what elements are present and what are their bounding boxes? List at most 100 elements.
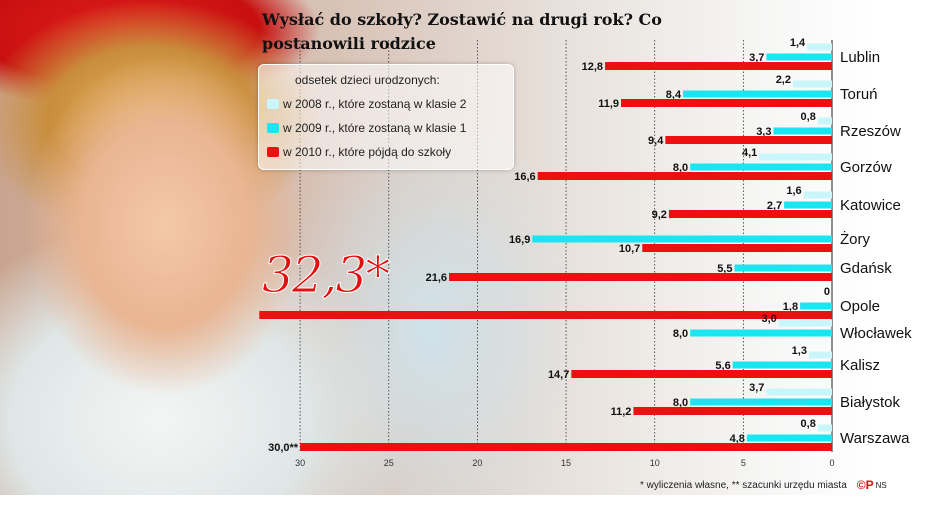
data-label: 5,5 [717, 263, 732, 275]
data-label: 2,2 [776, 74, 791, 86]
x-tick-label: 20 [472, 458, 482, 468]
legend: odsetek dzieci urodzonych: w 2008 r., kt… [258, 64, 514, 170]
category-label: Gorzów [840, 159, 892, 176]
x-tick-label: 25 [384, 458, 394, 468]
bar [571, 370, 832, 378]
legend-swatch [267, 123, 279, 133]
bar [817, 117, 832, 125]
data-label: 8,4 [666, 89, 682, 101]
legend-label: w 2010 r., które pójdą do szkoły [283, 145, 452, 159]
data-label: 4,8 [730, 433, 745, 445]
data-label: 21,6 [426, 272, 447, 284]
publisher-logo: ©P [856, 478, 874, 492]
data-label: 9,2 [652, 209, 667, 221]
data-label: 0 [824, 286, 830, 298]
bar [746, 434, 832, 442]
legend-item-2010: w 2010 r., które pójdą do szkoły [267, 145, 451, 159]
data-label: 3,0 [762, 313, 777, 325]
data-label: 1,4 [790, 37, 806, 49]
category-label: Białystok [840, 394, 901, 411]
data-label: 1,6 [786, 185, 801, 197]
x-tick-label: 15 [561, 458, 571, 468]
data-label: 10,7 [619, 243, 640, 255]
x-tick-label: 0 [829, 458, 834, 468]
legend-item-2009: w 2009 r., które zostaną w klasie 1 [267, 121, 466, 135]
bar [817, 424, 832, 432]
category-label: Kalisz [840, 357, 880, 374]
bar [668, 210, 832, 218]
bar [532, 235, 832, 243]
data-label: 0,8 [801, 111, 816, 123]
bar [734, 264, 832, 272]
data-label: 14,7 [548, 369, 569, 381]
data-label: 2,7 [767, 200, 782, 212]
bar [665, 136, 832, 144]
data-label: 16,6 [514, 171, 535, 183]
category-label: Włocławek [840, 325, 912, 342]
category-label: Rzeszów [840, 123, 901, 140]
bar [300, 443, 833, 451]
data-label: 3,7 [749, 52, 764, 64]
bar [800, 302, 832, 310]
data-label: 11,9 [598, 98, 619, 110]
bar [449, 273, 832, 281]
bar [773, 127, 832, 135]
bar [642, 244, 832, 252]
bar [803, 191, 832, 199]
category-label: Lublin [840, 49, 880, 66]
bar [778, 319, 832, 327]
credit: NS [875, 480, 887, 490]
legend-label: w 2008 r., które zostaną w klasie 2 [283, 97, 467, 111]
data-label: 16,9 [509, 234, 530, 246]
data-label: 8,0 [673, 328, 688, 340]
x-tick-label: 10 [650, 458, 660, 468]
data-label: 30,0** [268, 442, 299, 454]
data-label: 3,3 [756, 126, 771, 138]
bar [690, 398, 832, 406]
data-label: 8,0 [673, 162, 688, 174]
category-label: Katowice [840, 197, 901, 214]
footer: * wyliczenia własne, ** szacunki urzędu … [640, 478, 887, 492]
chart-title: Wysłać do szkoły? Zostawić na drugi rok?… [262, 10, 662, 53]
x-tick-label: 30 [295, 458, 305, 468]
data-label: 8,0 [673, 397, 688, 409]
bar [537, 172, 832, 180]
bar [784, 201, 832, 209]
data-label: 12,8 [582, 61, 603, 73]
bar [633, 407, 832, 415]
data-label: 1,8 [783, 301, 798, 313]
bar [690, 329, 832, 337]
data-label: 3,7 [749, 382, 764, 394]
data-label: 4,1 [742, 147, 757, 159]
bar [766, 53, 832, 61]
bar [807, 43, 832, 51]
legend-item-2008: w 2008 r., które zostaną w klasie 2 [267, 97, 466, 111]
bar [621, 99, 832, 107]
data-label: 5,6 [715, 360, 730, 372]
data-label: 11,2 [611, 406, 632, 418]
bar [690, 163, 832, 171]
legend-label: w 2009 r., które zostaną w klasie 1 [283, 121, 467, 135]
category-label: Warszawa [840, 430, 910, 447]
legend-swatch [267, 99, 279, 109]
category-label: Opole [840, 298, 880, 315]
legend-swatch [267, 147, 279, 157]
bar [808, 351, 832, 359]
x-tick-label: 5 [741, 458, 746, 468]
category-label: Żory [840, 230, 871, 248]
bar [759, 153, 832, 161]
bar [259, 311, 832, 319]
legend-title: odsetek dzieci urodzonych: [295, 73, 440, 87]
bar [683, 90, 832, 98]
bar [732, 361, 832, 369]
highlight-value-label: 32,3* [261, 246, 390, 305]
data-label: 0,8 [801, 418, 816, 430]
data-label: 1,3 [792, 345, 807, 357]
footnote: * wyliczenia własne, ** szacunki urzędu … [640, 479, 847, 491]
category-label: Toruń [840, 86, 878, 103]
category-label: Gdańsk [840, 260, 892, 277]
bar [766, 388, 832, 396]
bar [792, 80, 832, 88]
